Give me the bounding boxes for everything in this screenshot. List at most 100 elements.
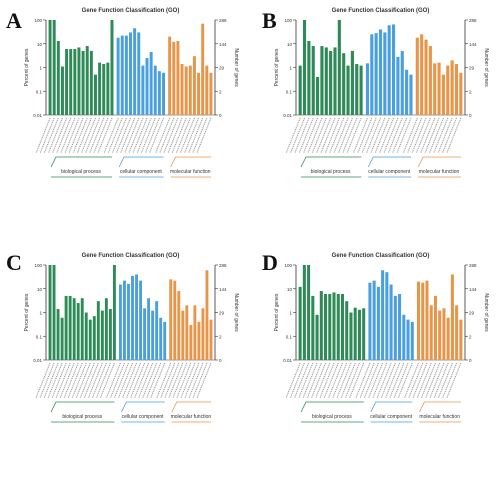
bar: [420, 34, 424, 116]
bar: [65, 49, 69, 116]
x-tick-label-stub: [416, 362, 432, 399]
bar: [184, 66, 188, 115]
y-tick-label-left: 1: [289, 66, 292, 71]
y-tick-label-left: 10: [287, 42, 293, 47]
bar: [454, 64, 459, 115]
x-tick-label-stub: [155, 117, 171, 154]
bar: [76, 303, 80, 360]
x-tick-label-stub: [47, 117, 63, 154]
chart-panel-2: Gene Function Classification (GO)1001010…: [274, 8, 489, 178]
bar: [197, 72, 201, 115]
bar: [64, 295, 68, 360]
panel-letter-d: D: [262, 250, 278, 275]
x-tick-label-stub: [289, 362, 305, 399]
x-tick-label-stub: [64, 117, 80, 154]
x-tick-label-stub: [160, 362, 176, 399]
x-tick-label-stub: [68, 117, 84, 154]
group-label-2: cellular component: [368, 169, 411, 175]
x-tick-label-stub: [433, 117, 449, 154]
x-tick-label-stub: [180, 362, 196, 399]
x-tick-label-stub: [107, 117, 123, 154]
x-tick-label-stub: [392, 117, 408, 154]
chart-title: Gene Function Classification (GO): [82, 8, 180, 14]
y-tick-label-left: 0.01: [33, 358, 42, 363]
bar: [181, 310, 185, 360]
x-tick-label-stub: [294, 117, 310, 154]
x-tick-label-stub: [47, 362, 63, 399]
x-tick-label-stub: [164, 362, 180, 399]
x-tick-label-stub: [140, 117, 156, 154]
y-tick-label-right: 2: [219, 89, 222, 94]
x-tick-label-stub: [372, 362, 388, 399]
x-tick-label-stub: [337, 117, 353, 154]
bar: [60, 66, 64, 115]
x-tick-label-stub: [298, 117, 314, 154]
group-bracket: [50, 156, 113, 168]
chart-panel-1: Gene Function Classification (GO)1001010…: [24, 8, 239, 178]
y-tick-label-right: 29: [219, 311, 225, 316]
x-tick-label-stub: [120, 117, 136, 154]
x-tick-label-stub: [87, 362, 103, 399]
bar: [332, 292, 336, 360]
bar: [389, 284, 393, 360]
y-tick-label-left: 0.1: [36, 334, 43, 339]
bar: [201, 23, 205, 115]
bar: [383, 32, 387, 116]
bar: [124, 35, 128, 115]
x-tick-label-stub: [196, 117, 212, 154]
x-tick-label-stub: [442, 362, 458, 399]
y-tick-label-right: 144: [469, 42, 477, 47]
y-axis-label-left: Percent of genes: [274, 48, 280, 86]
bar: [459, 72, 463, 115]
x-tick-label-stub: [163, 117, 179, 154]
bar: [163, 321, 167, 360]
x-tick-label-stub: [446, 362, 462, 399]
x-tick-label-stub: [359, 362, 375, 399]
x-tick-label-stub: [39, 362, 55, 399]
x-tick-label-stub: [130, 362, 146, 399]
group-label-2: cellular component: [120, 169, 163, 175]
bar: [409, 74, 413, 115]
x-tick-label-stub: [142, 362, 158, 399]
group-bracket: [370, 401, 413, 413]
y-tick-label-left: 0.1: [286, 89, 293, 94]
x-tick-label-stub: [396, 117, 412, 154]
x-tick-label-stub: [311, 362, 327, 399]
bar: [450, 60, 454, 115]
bar: [145, 58, 149, 115]
x-tick-label-stub: [340, 362, 356, 399]
x-tick-label-stub: [387, 117, 403, 154]
x-tick-label-stub: [441, 117, 457, 154]
bar: [56, 309, 60, 360]
x-tick-label-stub: [344, 362, 360, 399]
bar: [353, 307, 357, 360]
y-tick-label-right: 144: [469, 287, 477, 292]
x-tick-label-stub: [294, 362, 310, 399]
bar: [391, 24, 396, 116]
bar: [73, 49, 77, 116]
x-tick-label-stub: [179, 117, 195, 154]
x-tick-label-stub: [132, 117, 148, 154]
chart-panel-3: Gene Function Classification (GO)1001010…: [24, 253, 239, 423]
x-tick-label-stub: [429, 362, 445, 399]
y-tick-label-left: 100: [34, 18, 42, 23]
bar: [153, 65, 157, 115]
x-tick-label-stub: [60, 117, 76, 154]
bar: [110, 20, 114, 115]
x-tick-label-stub: [323, 362, 339, 399]
x-tick-label-stub: [357, 117, 373, 154]
x-tick-label-stub: [404, 362, 420, 399]
bar: [433, 295, 437, 360]
x-tick-label-stub: [93, 117, 109, 154]
bar: [77, 47, 81, 115]
x-tick-label-stub: [428, 117, 444, 154]
bar: [135, 274, 138, 360]
x-tick-label-stub: [56, 117, 72, 154]
x-tick-label-stub: [379, 117, 395, 154]
chart-title: Gene Function Classification (GO): [82, 253, 180, 259]
y-tick-label-right: 0: [469, 358, 472, 363]
x-tick-label-stub: [363, 362, 379, 399]
x-tick-label-stub: [109, 362, 125, 399]
bar: [100, 310, 104, 360]
bar: [359, 65, 363, 115]
